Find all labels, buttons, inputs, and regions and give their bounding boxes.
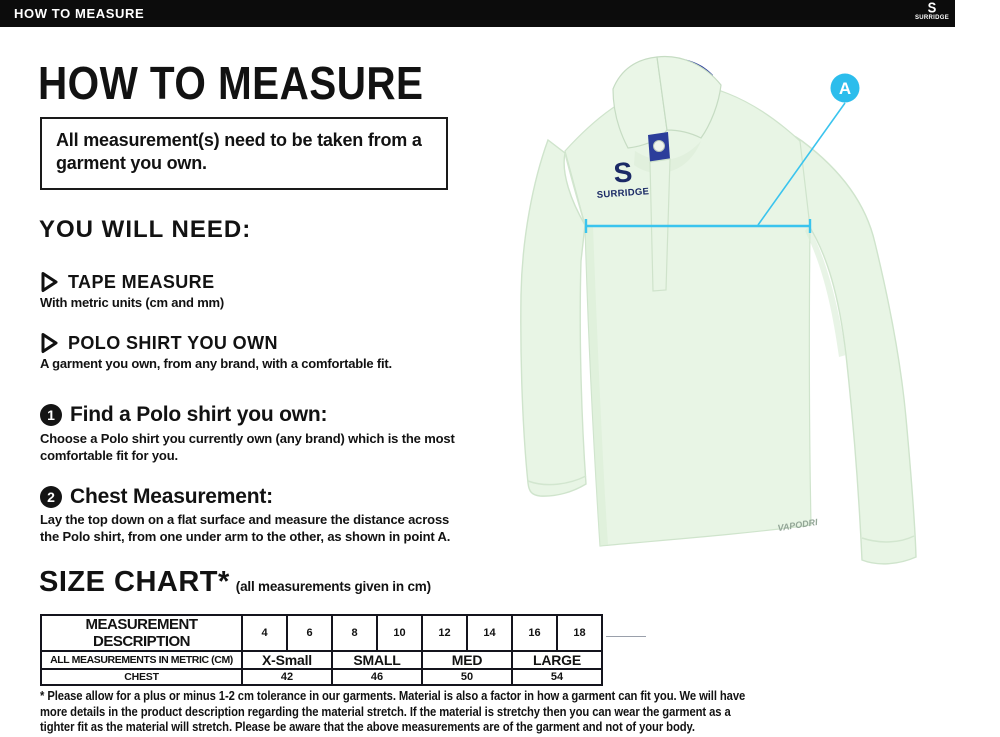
step-1-description-line: Choose a Polo shirt you currently own (a…	[40, 431, 455, 446]
surridge-logo-text: SURRIDGE	[914, 15, 950, 21]
step-1-header: 1 Find a Polo shirt you own:	[40, 403, 327, 427]
chest-row-label: CHEST	[40, 668, 243, 686]
size-cell: 14	[466, 614, 513, 652]
size-group-cell: X-Small	[241, 650, 333, 670]
metric-label: ALL MEASUREMENTS IN METRIC (CM)	[40, 650, 243, 670]
step-2-description: Lay the top down on a flat surface and m…	[40, 512, 450, 545]
size-group-cell: LARGE	[511, 650, 603, 670]
size-cell: 4	[241, 614, 288, 652]
need-item-polo-shirt: POLO SHIRT YOU OWN	[40, 332, 278, 354]
size-chart-heading-text: SIZE CHART*	[39, 566, 230, 598]
step-2-description-line: Lay the top down on a flat surface and m…	[40, 512, 450, 527]
step-2-description-line: the Polo shirt, from one under arm to th…	[40, 528, 451, 544]
table-extension-line	[606, 636, 646, 637]
size-cell: 10	[376, 614, 423, 652]
need-item-title: TAPE MEASURE	[68, 271, 215, 292]
shirt-shadow	[585, 225, 608, 546]
shirt-collar-right-flap	[656, 55, 722, 139]
step-1-title: Find a Polo shirt you own:	[70, 403, 328, 426]
shirt-seam	[527, 475, 587, 486]
you-will-need-heading: YOU WILL NEED:	[39, 216, 252, 243]
shirt-right-sleeve	[697, 122, 917, 565]
table-row-chest: CHEST 42 46 50 54	[40, 668, 603, 686]
need-item-tape-measure: TAPE MEASURE	[40, 271, 214, 293]
shirt-left-sleeve	[520, 138, 587, 497]
size-cell: 12	[421, 614, 468, 652]
disclaimer-line: more details in the product description …	[40, 704, 731, 719]
shirt-seam	[861, 535, 915, 543]
chest-value-cell: 42	[241, 668, 333, 686]
notice-box: All measurement(s) need to be taken from…	[40, 117, 448, 190]
need-item-description: A garment you own, from any brand, with …	[40, 356, 392, 371]
table-row-sizes: MEASUREMENT DESCRIPTION 4 6 8 10 12 14 1…	[40, 614, 603, 652]
size-cell: 8	[331, 614, 378, 652]
size-group-cell: SMALL	[331, 650, 423, 670]
disclaimer-line: * Please allow for a plus or minus 1-2 c…	[40, 689, 746, 703]
disclaimer-line: tighter fit as the material will stretch…	[40, 720, 695, 734]
topbar-title: HOW TO MEASURE	[14, 6, 145, 21]
step-2-title: Chest Measurement:	[70, 485, 273, 508]
measurement-description-header: MEASUREMENT DESCRIPTION	[40, 614, 243, 652]
polo-shirt-figure: S SURRIDGE VAPODRI A	[520, 55, 917, 565]
step-2-header: 2 Chest Measurement:	[40, 485, 273, 509]
shirt-logo-text: SURRIDGE	[596, 186, 649, 201]
step-1-description: Choose a Polo shirt you currently own (a…	[40, 431, 455, 464]
play-triangle-icon	[41, 272, 58, 292]
step-1-description-line: comfortable fit for you.	[40, 447, 178, 463]
size-group-cell: MED	[421, 650, 513, 670]
shirt-seam	[564, 152, 586, 226]
measure-leader-line	[757, 102, 846, 226]
need-item-description: With metric units (cm and mm)	[40, 295, 225, 310]
shirt-logo-icon: S	[613, 156, 634, 188]
need-item-title: POLO SHIRT YOU OWN	[68, 332, 278, 353]
size-chart-heading: SIZE CHART* (all measurements given in cm…	[39, 566, 431, 599]
point-a-label: A	[839, 79, 851, 98]
disclaimer: * Please allow for a plus or minus 1-2 c…	[40, 689, 824, 736]
table-row-size-groups: ALL MEASUREMENTS IN METRIC (CM) X-Small …	[40, 650, 603, 670]
size-cell: 16	[511, 614, 558, 652]
chest-value-cell: 54	[511, 668, 603, 686]
chest-value-cell: 46	[331, 668, 423, 686]
notice-text: All measurement(s) need to be taken from…	[56, 130, 422, 174]
step-1-badge: 1	[40, 404, 62, 426]
play-triangle-icon	[41, 333, 58, 353]
step-2-badge: 2	[40, 486, 62, 508]
point-a-marker	[830, 73, 860, 103]
surridge-logo: S SURRIDGE	[914, 0, 950, 26]
chest-value-cell: 50	[421, 668, 513, 686]
size-cell: 6	[286, 614, 333, 652]
size-cell: 18	[556, 614, 603, 652]
shirt-button	[653, 140, 665, 152]
page-title: HOW TO MEASURE	[38, 57, 424, 109]
size-chart-table: MEASUREMENT DESCRIPTION 4 6 8 10 12 14 1…	[40, 614, 603, 686]
surridge-logo-icon: S	[927, 0, 937, 17]
size-chart-subheading: (all measurements given in cm)	[235, 579, 431, 594]
top-bar: HOW TO MEASURE S SURRIDGE	[0, 0, 955, 27]
shirt-shadow	[805, 226, 846, 357]
